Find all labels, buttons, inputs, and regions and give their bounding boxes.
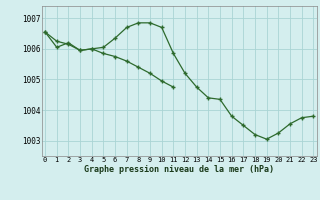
X-axis label: Graphe pression niveau de la mer (hPa): Graphe pression niveau de la mer (hPa) xyxy=(84,165,274,174)
